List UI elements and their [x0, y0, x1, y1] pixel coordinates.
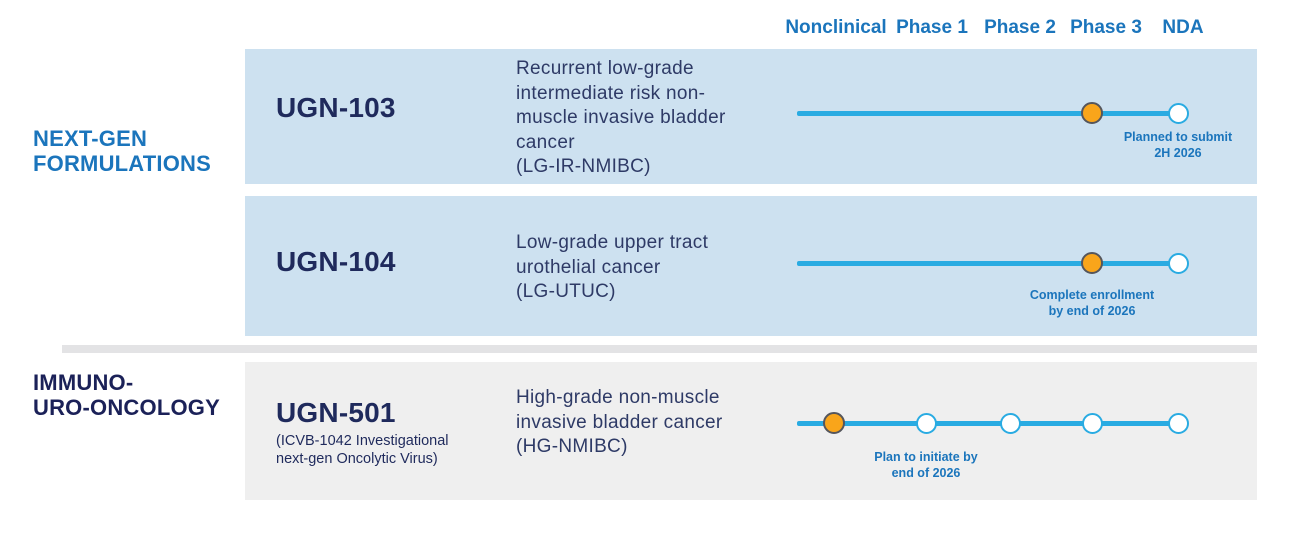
program-id: UGN-103	[276, 92, 396, 123]
phase-header-phase-2: Phase 2	[984, 17, 1056, 38]
milestone-dot-planned	[915, 412, 937, 434]
milestone-dot-planned	[1167, 102, 1189, 124]
program-id: UGN-501	[276, 397, 396, 428]
milestone-dot-current	[823, 412, 845, 434]
group-label-next-gen-formulations: NEXT-GEN FORMULATIONS	[33, 126, 211, 176]
program-row-ugn-104: UGN-104 Low-grade upper tract urothelial…	[245, 196, 1257, 336]
program-indication: Low-grade upper tract urothelial cancer …	[516, 232, 709, 302]
timeline-track	[797, 420, 1178, 426]
milestone-dot-planned	[999, 412, 1021, 434]
timeline-track	[797, 110, 1178, 116]
program-row-ugn-103: UGN-103 Recurrent low-grade intermediate…	[245, 49, 1257, 184]
milestone-dot-planned	[1167, 252, 1189, 274]
phase-header-nonclinical: Nonclinical	[785, 17, 887, 38]
milestone-note: Complete enrollment by end of 2026	[1029, 288, 1155, 318]
group-divider	[62, 345, 1257, 353]
program-row-ugn-501: UGN-501 (ICVB-1042 Investigational next-…	[245, 362, 1257, 500]
phase-header-phase-3: Phase 3	[1070, 17, 1142, 38]
phase-header-nda: NDA	[1162, 17, 1204, 38]
group-label-immuno-uro-oncology: IMMUNO- URO-ONCOLOGY	[33, 370, 220, 420]
milestone-dot-current	[1081, 252, 1103, 274]
phase-header-phase-1: Phase 1	[896, 17, 968, 38]
milestone-dot-planned	[1167, 412, 1189, 434]
milestone-dot-planned	[1081, 412, 1103, 434]
timeline-track	[797, 260, 1178, 266]
program-id: UGN-104	[276, 246, 396, 277]
milestone-dot-current	[1081, 102, 1103, 124]
program-indication: Recurrent low-grade intermediate risk no…	[516, 58, 726, 177]
program-indication: High-grade non-muscle invasive bladder c…	[516, 387, 723, 457]
milestone-note: Plan to initiate by end of 2026	[874, 450, 978, 480]
program-subtitle: (ICVB-1042 Investigational next-gen Onco…	[276, 433, 449, 467]
milestone-note: Planned to submit 2H 2026	[1123, 130, 1233, 160]
